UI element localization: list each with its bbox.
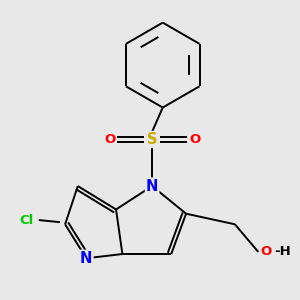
Text: -H: -H	[274, 245, 291, 258]
Text: O: O	[260, 245, 272, 258]
Text: O: O	[104, 133, 115, 146]
Text: N: N	[146, 178, 158, 194]
Text: O: O	[189, 133, 200, 146]
Text: Cl: Cl	[20, 214, 34, 226]
Text: S: S	[147, 132, 158, 147]
Text: N: N	[80, 251, 92, 266]
